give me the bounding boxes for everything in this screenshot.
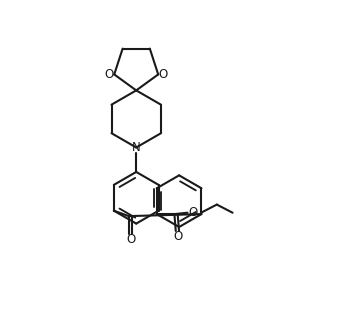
Text: O: O bbox=[173, 230, 182, 243]
Text: N: N bbox=[132, 141, 141, 154]
Text: O: O bbox=[159, 68, 168, 81]
Text: O: O bbox=[189, 206, 198, 219]
Text: O: O bbox=[126, 233, 135, 246]
Text: O: O bbox=[105, 68, 114, 81]
